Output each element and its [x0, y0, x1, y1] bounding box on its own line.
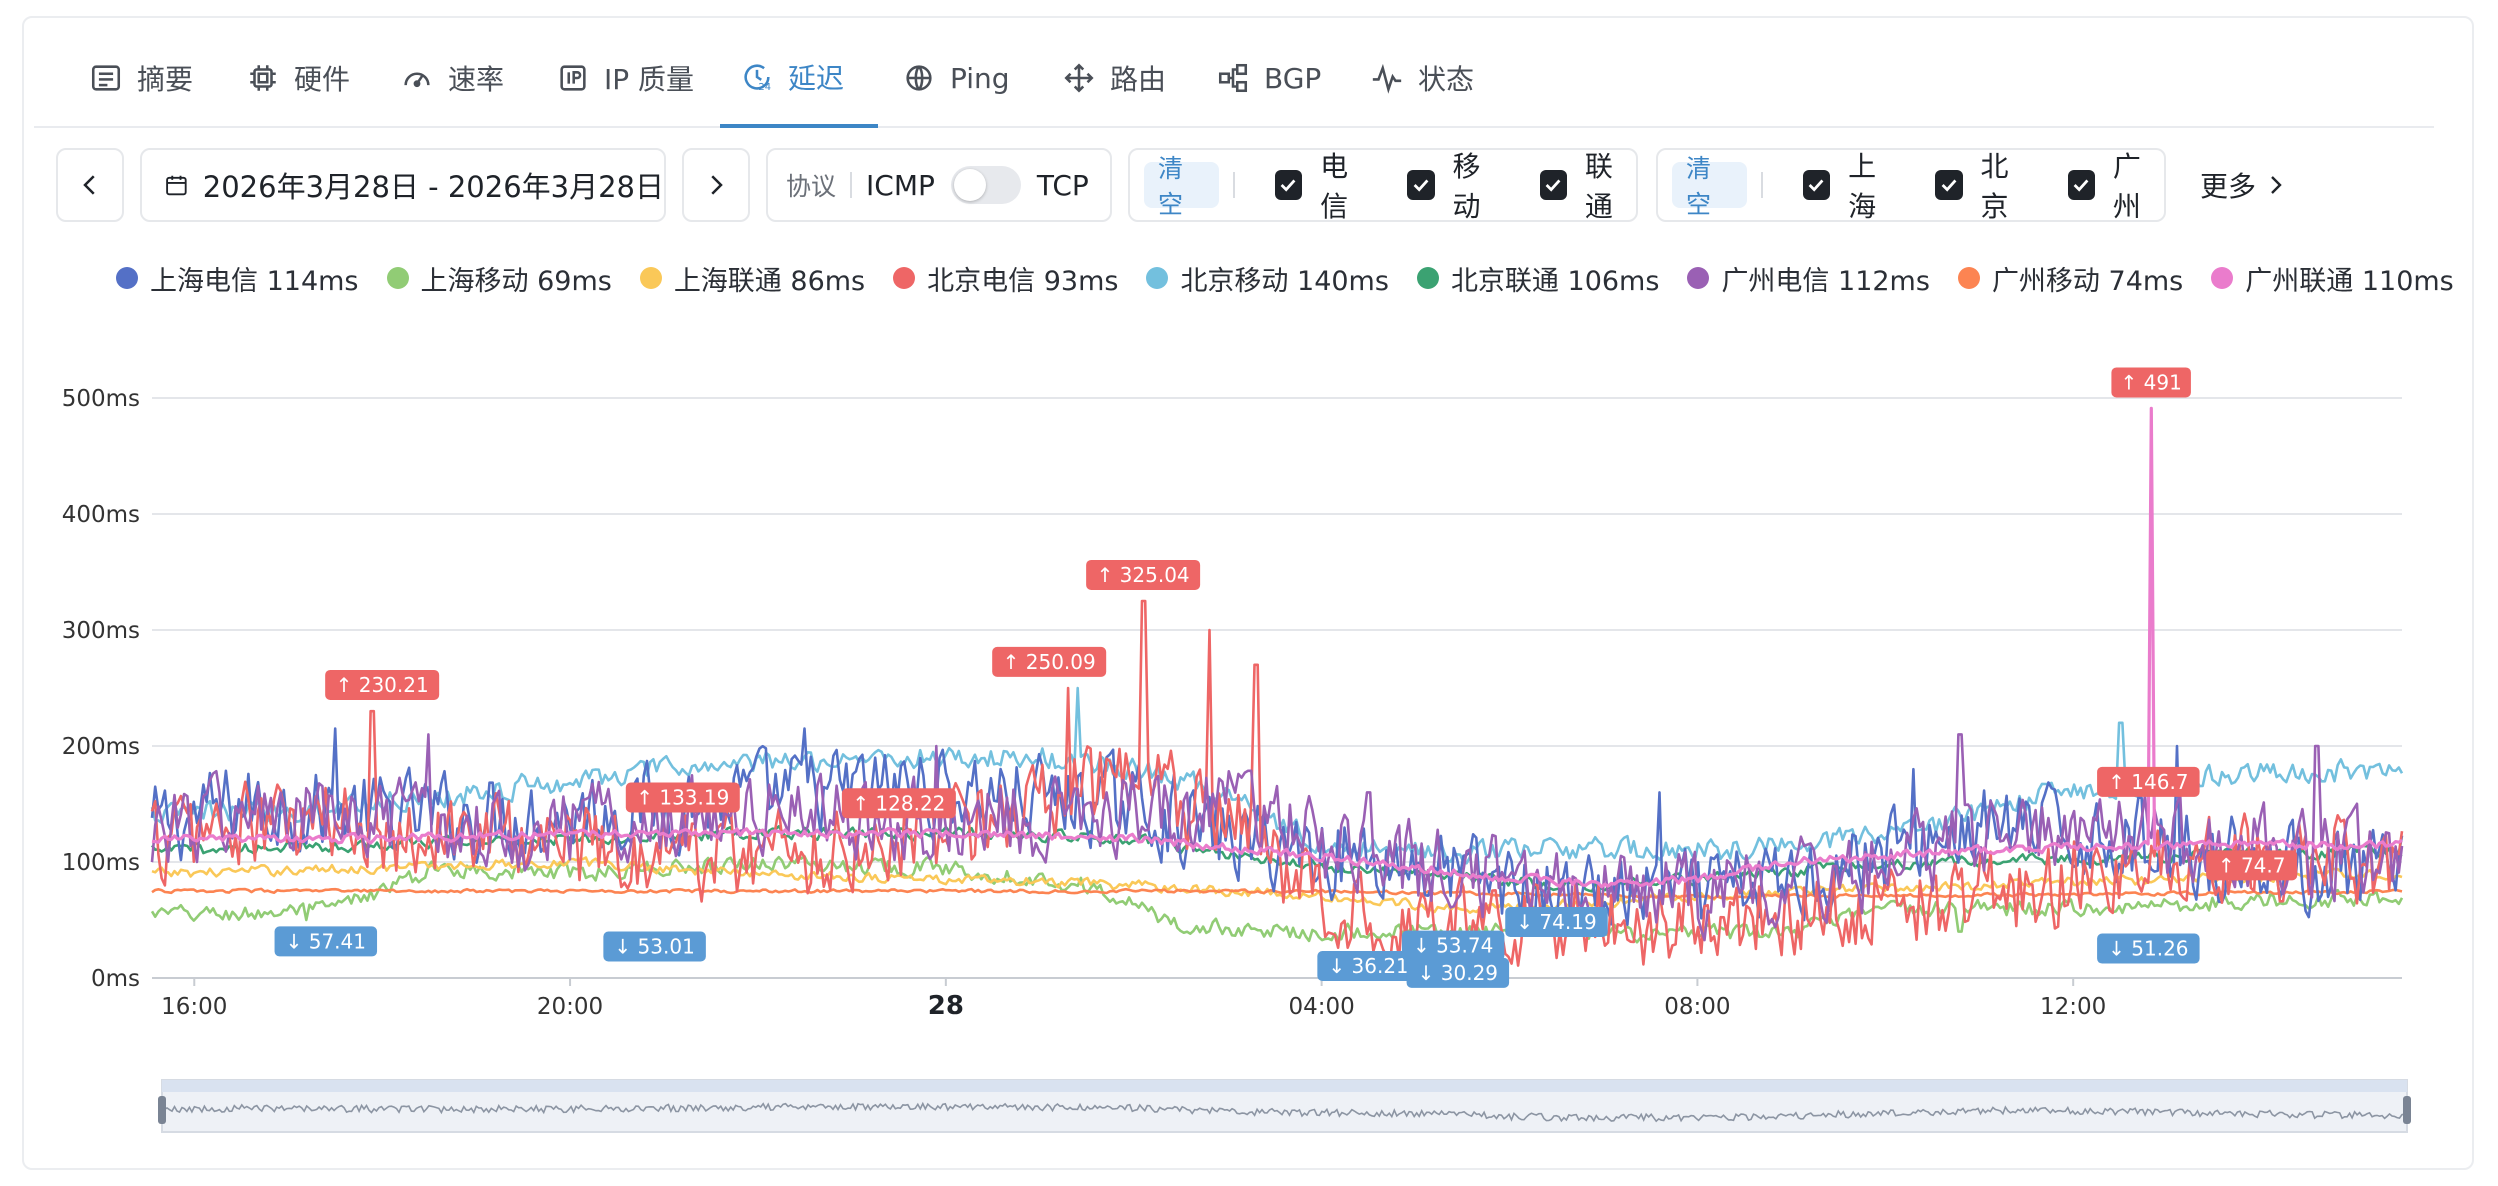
- more-button[interactable]: 更多: [2200, 148, 2288, 222]
- globe-icon: [906, 65, 932, 91]
- tab-latency-label: 延迟: [788, 62, 845, 95]
- legend-label: 广州联通 110ms: [2245, 265, 2454, 297]
- chevron-right-icon: [711, 175, 723, 195]
- isp-mobile-label: 移动: [1452, 150, 1481, 223]
- protocol-icmp-label[interactable]: ICMP: [866, 168, 935, 202]
- tab-hardware[interactable]: 硬件: [246, 30, 350, 126]
- svg-text:24: 24: [758, 82, 771, 93]
- checkbox-checked-icon: [2067, 170, 2095, 200]
- legend-swatch: [116, 267, 138, 289]
- protocol-label: 协议: [786, 172, 837, 201]
- tab-route[interactable]: 路由: [1062, 30, 1166, 126]
- legend-swatch: [1957, 267, 1980, 289]
- more-label: 更多: [2200, 170, 2257, 203]
- checkbox-checked-icon: [1539, 170, 1567, 200]
- chart-legend: 上海电信 114ms 上海移动 69ms 上海联通 86ms 北京电信 93ms…: [116, 256, 2482, 300]
- city-checkbox-shanghai[interactable]: 上海: [1785, 145, 1899, 225]
- tab-bgp-label: BGP: [1264, 61, 1322, 95]
- city-guangzhou-label: 广州: [2112, 150, 2141, 223]
- toggle-knob: [953, 169, 986, 201]
- legend-swatch: [1687, 267, 1710, 289]
- legend-swatch: [386, 267, 409, 289]
- legend-label: 北京电信 93ms: [927, 265, 1119, 297]
- legend-swatch: [893, 267, 916, 289]
- tab-bgp[interactable]: BGP: [1216, 30, 1321, 126]
- legend-item[interactable]: 上海移动 69ms: [386, 259, 612, 298]
- city-checkbox-beijing[interactable]: 北京: [1917, 145, 2031, 225]
- tab-summary[interactable]: 摘要: [89, 30, 193, 126]
- route-icon: [1064, 63, 1094, 93]
- tab-hardware-label: 硬件: [294, 63, 351, 96]
- legend-label: 北京联通 106ms: [1450, 265, 1660, 297]
- date-range-picker[interactable]: 2026年3月28日 - 2026年3月28日: [140, 148, 666, 222]
- tab-summary-label: 摘要: [137, 63, 194, 96]
- checkbox-checked-icon: [1935, 170, 1963, 200]
- legend-item[interactable]: 北京电信 93ms: [893, 259, 1118, 298]
- protocol-switcher: 协议 ICMP TCP: [766, 148, 1112, 222]
- tab-ip-quality-label: IP 质量: [604, 63, 695, 96]
- tab-route-label: 路由: [1110, 63, 1167, 96]
- legend-label: 上海联通 86ms: [673, 265, 866, 297]
- isp-checkbox-mobile[interactable]: 移动: [1389, 145, 1503, 225]
- pulse-icon: [1372, 63, 1402, 94]
- tab-ping[interactable]: Ping: [902, 30, 1010, 126]
- legend-swatch: [639, 267, 662, 289]
- city-checkbox-guangzhou[interactable]: 广州: [2050, 145, 2164, 225]
- legend-item[interactable]: 北京联通 106ms: [1416, 259, 1660, 298]
- city-clear-button[interactable]: 清空: [1672, 154, 1747, 219]
- legend-item[interactable]: 北京移动 140ms: [1146, 259, 1389, 298]
- legend-item[interactable]: 上海联通 86ms: [639, 259, 866, 298]
- chevron-right-icon: [2271, 176, 2282, 194]
- checkbox-checked-icon: [1802, 170, 1831, 200]
- isp-unicom-label: 联通: [1584, 150, 1613, 223]
- legend-label: 上海移动 69ms: [420, 265, 612, 297]
- clock-24-icon: 24: [744, 64, 771, 93]
- isp-filter: 清空 电信 移动 联通: [1128, 145, 1638, 225]
- protocol-tcp-label[interactable]: TCP: [1036, 168, 1089, 202]
- tab-speed[interactable]: 速率: [400, 30, 504, 126]
- isp-clear-button[interactable]: 清空: [1144, 154, 1219, 219]
- isp-telecom-label: 电信: [1320, 150, 1349, 223]
- summary-icon: [91, 65, 121, 91]
- divider: [1760, 172, 1763, 198]
- city-shanghai-label: 上海: [1848, 150, 1877, 223]
- checkbox-checked-icon: [1274, 170, 1303, 200]
- tab-latency[interactable]: 24 延迟: [720, 30, 878, 128]
- tab-speed-label: 速率: [448, 63, 505, 96]
- legend-label: 广州电信 112ms: [1721, 265, 1930, 297]
- chip-icon: [250, 65, 276, 91]
- divider: [1232, 172, 1235, 198]
- city-filter: 清空 上海 北京 广州: [1656, 145, 2166, 225]
- gauge-icon: [404, 72, 430, 88]
- calendar-icon: [166, 175, 187, 196]
- legend-swatch: [2211, 267, 2234, 289]
- tab-ip-quality[interactable]: IP 质量: [556, 30, 694, 126]
- tab-status[interactable]: 状态: [1370, 30, 1474, 126]
- protocol-toggle[interactable]: [950, 166, 1021, 204]
- isp-checkbox-unicom[interactable]: 联通: [1522, 145, 1636, 225]
- tab-bar: 摘要 硬件 速率 IP 质量 24 延迟 Ping 路由 BGP 状态: [34, 30, 2434, 128]
- isp-checkbox-telecom[interactable]: 电信: [1257, 145, 1371, 225]
- legend-item[interactable]: 广州电信 112ms: [1687, 259, 1930, 298]
- chevron-left-icon: [83, 175, 95, 195]
- legend-label: 上海电信 114ms: [150, 265, 359, 297]
- divider: [850, 172, 853, 198]
- legend-item[interactable]: 广州联通 110ms: [2211, 259, 2454, 298]
- next-day-button[interactable]: [682, 148, 750, 222]
- legend-item[interactable]: 广州移动 74ms: [1957, 259, 2184, 298]
- ip-icon: [560, 65, 586, 91]
- date-range-text: 2026年3月28日 - 2026年3月28日: [202, 170, 664, 204]
- checkbox-checked-icon: [1407, 170, 1435, 200]
- legend-label: 北京移动 140ms: [1180, 265, 1389, 297]
- legend-label: 广州移动 74ms: [1991, 265, 2184, 297]
- tab-ping-label: Ping: [950, 61, 1010, 95]
- prev-day-button[interactable]: [56, 148, 124, 222]
- legend-swatch: [1416, 267, 1439, 289]
- tab-status-label: 状态: [1418, 63, 1475, 96]
- city-beijing-label: 北京: [1980, 150, 2009, 223]
- legend-swatch: [1146, 267, 1169, 289]
- bgp-icon: [1218, 63, 1248, 93]
- legend-item[interactable]: 上海电信 114ms: [116, 259, 359, 298]
